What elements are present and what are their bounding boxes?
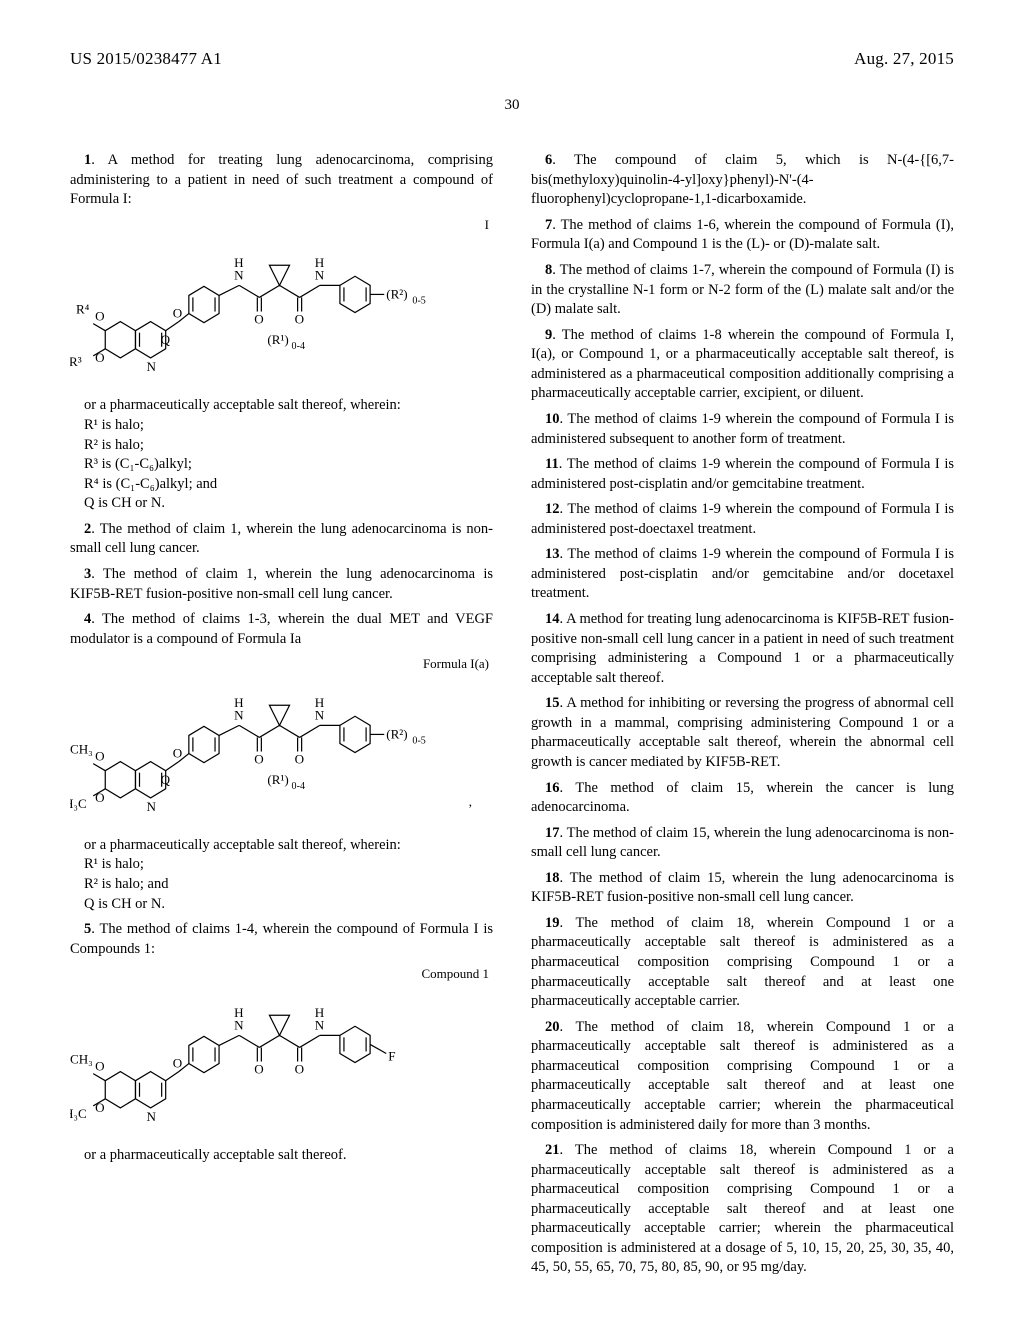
right-column: 6. The compound of claim 5, which is N-(… — [531, 145, 954, 1282]
svg-text:H₃C: H₃C — [70, 796, 87, 811]
compound-1-label: Compound 1 — [70, 965, 489, 983]
svg-text:O: O — [95, 350, 104, 365]
formula-Ia-label: Formula I(a) — [70, 655, 489, 673]
claim5-tail: or a pharmaceutically acceptable salt th… — [70, 1146, 493, 1166]
claim1-tail-a: or a pharmaceutically acceptable salt th… — [70, 396, 493, 416]
svg-text:O: O — [173, 745, 182, 760]
claim-5: 5. The method of claims 1-4, wherein the… — [70, 920, 493, 959]
formula-Ia-structure: CH₃ O O H₃C N O NH NH OO (R¹)0-4 (R²)0-5… — [70, 675, 493, 826]
claim-3: 3. The method of claim 1, wherein the lu… — [70, 565, 493, 604]
compound-1-structure: CH₃ O O H₃C N O NH NH OO F — [70, 985, 493, 1136]
svg-text:H: H — [315, 256, 325, 271]
claim-20: 20. The method of claim 18, wherein Comp… — [531, 1018, 954, 1135]
svg-text:,: , — [469, 794, 472, 809]
svg-text:H: H — [234, 256, 244, 271]
claim1-tail-c: R² is halo; — [70, 436, 493, 456]
claim4-tail-a: or a pharmaceutically acceptable salt th… — [70, 836, 493, 856]
claim-9: 9. The method of claims 1-8 wherein the … — [531, 326, 954, 404]
svg-text:O: O — [173, 1055, 182, 1070]
svg-text:0-5: 0-5 — [412, 735, 425, 746]
r4-label: R⁴ — [76, 302, 90, 317]
svg-text:O: O — [173, 306, 182, 321]
svg-text:H: H — [315, 1005, 325, 1020]
left-column: 1. A method for treating lung adenocarci… — [70, 145, 493, 1282]
svg-text:F: F — [388, 1048, 395, 1063]
claim-21: 21. The method of claims 18, wherein Com… — [531, 1141, 954, 1278]
svg-text:O: O — [95, 1058, 104, 1073]
claim4-tail-b: R¹ is halo; — [70, 855, 493, 875]
svg-text:(R¹): (R¹) — [267, 772, 288, 787]
claim-7: 7. The method of claims 1-6, wherein the… — [531, 216, 954, 255]
page-number: 30 — [70, 95, 954, 115]
claim-18: 18. The method of claim 15, wherein the … — [531, 869, 954, 908]
claim-6: 6. The compound of claim 5, which is N-(… — [531, 151, 954, 210]
claim-15: 15. A method for inhibiting or reversing… — [531, 694, 954, 772]
svg-text:O: O — [295, 751, 304, 766]
svg-text:N: N — [147, 359, 157, 374]
svg-text:H₃C: H₃C — [70, 1106, 87, 1121]
claim-19: 19. The method of claim 18, wherein Comp… — [531, 914, 954, 1012]
formula-I-label: I — [70, 216, 489, 234]
svg-text:H: H — [234, 1005, 244, 1020]
patent-date: Aug. 27, 2015 — [854, 48, 954, 71]
claim-4: 4. The method of claims 1-3, wherein the… — [70, 610, 493, 649]
r3-label: R³ — [70, 354, 82, 369]
svg-text:O: O — [95, 309, 104, 324]
claim-11: 11. The method of claims 1-9 wherein the… — [531, 455, 954, 494]
claim1-tail-f: Q is CH or N. — [70, 494, 493, 514]
patent-page: US 2015/0238477 A1 Aug. 27, 2015 30 1. A… — [0, 0, 1024, 1320]
svg-text:N: N — [147, 799, 157, 814]
svg-text:(R²): (R²) — [386, 726, 407, 741]
claim-2: 2. The method of claim 1, wherein the lu… — [70, 520, 493, 559]
svg-text:CH₃: CH₃ — [70, 741, 93, 756]
svg-text:0-5: 0-5 — [412, 296, 425, 307]
svg-text:Q: Q — [161, 772, 171, 787]
svg-text:O: O — [254, 312, 263, 327]
svg-text:(R²): (R²) — [386, 287, 407, 302]
svg-text:H: H — [234, 695, 244, 710]
claim4-tail-c: R² is halo; and — [70, 875, 493, 895]
svg-text:N: N — [147, 1109, 157, 1124]
claim-12: 12. The method of claims 1-9 wherein the… — [531, 500, 954, 539]
formula-I-structure: R⁴ O O R³ N O NH NH OO (R¹)0-4 (R²)0-5 Q — [70, 235, 493, 386]
two-column-body: 1. A method for treating lung adenocarci… — [70, 145, 954, 1282]
claim1-tail-b: R¹ is halo; — [70, 416, 493, 436]
svg-text:Q: Q — [161, 332, 171, 347]
claim-10: 10. The method of claims 1-9 wherein the… — [531, 410, 954, 449]
claim-1-lead: 1. A method for treating lung adenocarci… — [70, 151, 493, 210]
claim-17: 17. The method of claim 15, wherein the … — [531, 824, 954, 863]
svg-text:O: O — [95, 748, 104, 763]
svg-text:O: O — [95, 1100, 104, 1115]
claim4-tail-d: Q is CH or N. — [70, 895, 493, 915]
svg-text:0-4: 0-4 — [292, 341, 305, 352]
svg-text:H: H — [315, 695, 325, 710]
claim1-tail-d: R³ is (C₁-C₆)alkyl; — [70, 455, 493, 475]
running-header: US 2015/0238477 A1 Aug. 27, 2015 — [70, 48, 954, 71]
svg-text:O: O — [295, 312, 304, 327]
claim-number: 1 — [84, 152, 91, 168]
svg-text:(R¹): (R¹) — [267, 332, 288, 347]
claim1-tail-e: R⁴ is (C₁-C₆)alkyl; and — [70, 475, 493, 495]
claim-16: 16. The method of claim 15, wherein the … — [531, 779, 954, 818]
svg-text:CH₃: CH₃ — [70, 1051, 93, 1066]
svg-text:0-4: 0-4 — [292, 781, 305, 792]
claim-14: 14. A method for treating lung adenocarc… — [531, 610, 954, 688]
svg-text:O: O — [254, 751, 263, 766]
svg-text:O: O — [95, 790, 104, 805]
claim-8: 8. The method of claims 1-7, wherein the… — [531, 261, 954, 320]
claim-13: 13. The method of claims 1-9 wherein the… — [531, 545, 954, 604]
svg-text:O: O — [295, 1061, 304, 1076]
svg-text:O: O — [254, 1061, 263, 1076]
patent-number: US 2015/0238477 A1 — [70, 48, 222, 71]
